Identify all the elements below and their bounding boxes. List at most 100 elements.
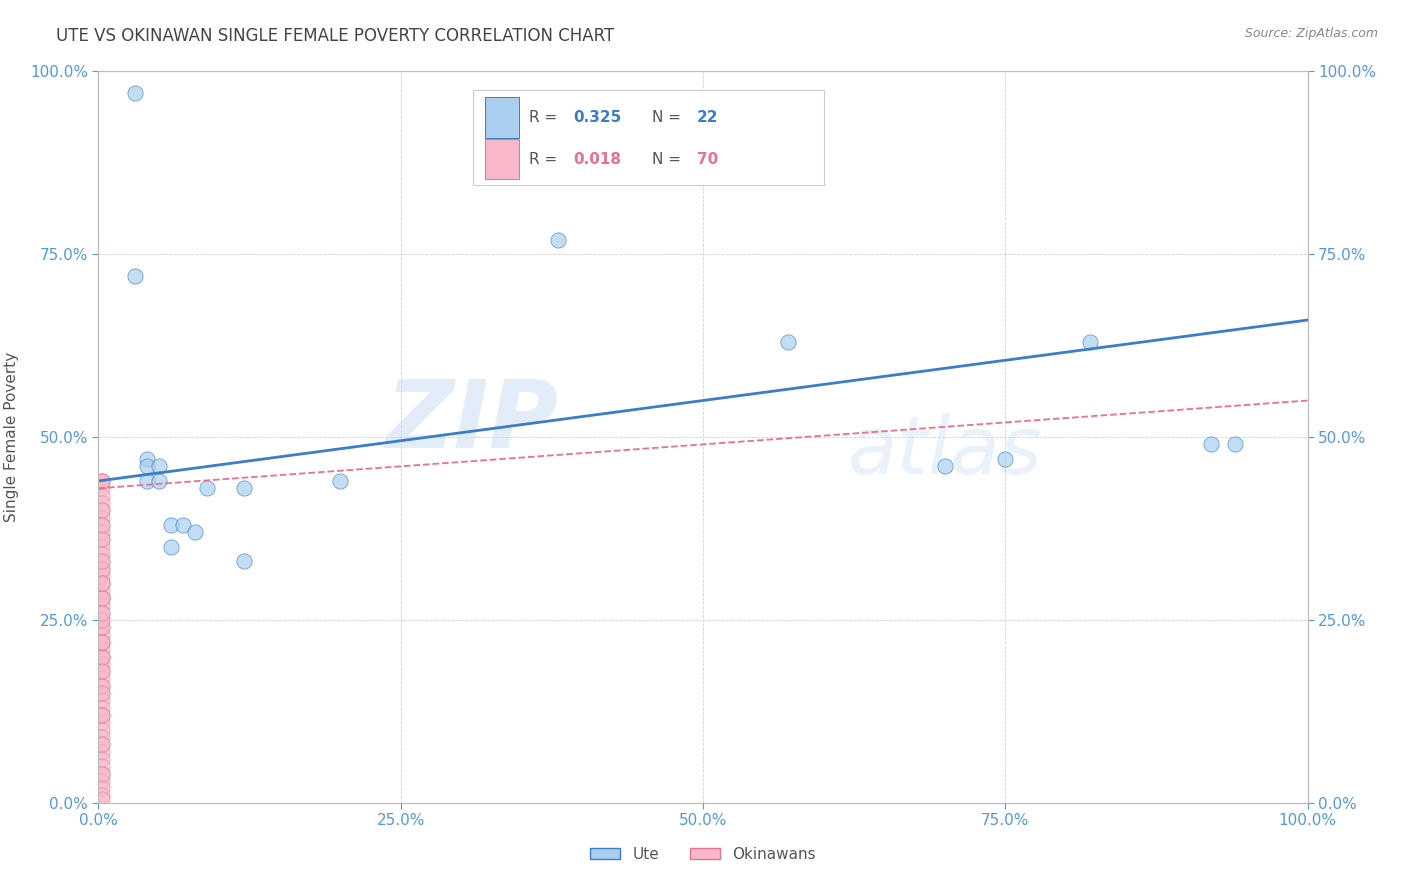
Point <box>91 686 114 700</box>
Point <box>148 474 170 488</box>
Point <box>160 517 183 532</box>
Point <box>160 540 183 554</box>
Point <box>91 664 114 678</box>
Point <box>91 730 114 744</box>
Text: N =: N = <box>652 110 686 125</box>
Point <box>91 708 114 723</box>
Point <box>91 781 114 796</box>
Point <box>91 547 114 561</box>
Point <box>1078 334 1101 349</box>
Point <box>91 649 114 664</box>
Point <box>91 599 114 613</box>
Point <box>195 481 218 495</box>
Point <box>91 657 114 671</box>
Legend: Ute, Okinawans: Ute, Okinawans <box>583 841 823 868</box>
Point <box>91 576 114 591</box>
Point <box>91 672 114 686</box>
Point <box>91 686 114 700</box>
Point <box>172 517 194 532</box>
Point <box>547 233 569 247</box>
Point <box>91 620 114 634</box>
Text: 0.325: 0.325 <box>574 110 621 125</box>
Text: 22: 22 <box>697 110 718 125</box>
Point <box>91 576 114 591</box>
Point <box>91 766 114 780</box>
Point <box>994 452 1017 467</box>
Point <box>934 459 956 474</box>
Point <box>184 525 207 540</box>
Point <box>91 562 114 576</box>
Point <box>91 700 114 714</box>
Point <box>91 540 114 554</box>
Point <box>91 474 114 488</box>
Point <box>91 752 114 766</box>
Point <box>91 517 114 532</box>
Text: N =: N = <box>652 152 686 167</box>
Point <box>91 510 114 524</box>
Point <box>91 562 114 576</box>
Point <box>91 517 114 532</box>
Point <box>148 459 170 474</box>
Point <box>91 533 114 547</box>
Point <box>91 642 114 657</box>
FancyBboxPatch shape <box>474 90 824 185</box>
Point <box>91 569 114 583</box>
Point <box>91 773 114 788</box>
Point <box>91 503 114 517</box>
Point <box>91 789 114 803</box>
Point <box>91 708 114 723</box>
Point <box>135 452 157 467</box>
Point <box>91 525 114 540</box>
Point <box>91 591 114 605</box>
Point <box>329 474 352 488</box>
Text: Source: ZipAtlas.com: Source: ZipAtlas.com <box>1244 27 1378 40</box>
Point <box>91 745 114 759</box>
Point <box>135 474 157 488</box>
Point <box>91 737 114 751</box>
Point <box>91 591 114 605</box>
Point <box>91 664 114 678</box>
Point <box>91 554 114 568</box>
Point <box>91 496 114 510</box>
Point <box>91 583 114 598</box>
Point <box>135 459 157 474</box>
Point <box>91 715 114 730</box>
Point <box>91 591 114 605</box>
Y-axis label: Single Female Poverty: Single Female Poverty <box>4 352 18 522</box>
Point <box>776 334 799 349</box>
Point <box>232 481 254 495</box>
FancyBboxPatch shape <box>485 97 519 137</box>
Text: UTE VS OKINAWAN SINGLE FEMALE POVERTY CORRELATION CHART: UTE VS OKINAWAN SINGLE FEMALE POVERTY CO… <box>56 27 614 45</box>
Point <box>91 737 114 751</box>
Point <box>91 533 114 547</box>
Point <box>91 679 114 693</box>
Point <box>91 759 114 773</box>
Text: 0.018: 0.018 <box>574 152 621 167</box>
Point <box>91 635 114 649</box>
Text: ZIP: ZIP <box>385 376 558 468</box>
Point <box>91 649 114 664</box>
Point <box>91 489 114 503</box>
Point <box>124 87 146 101</box>
Point <box>91 613 114 627</box>
Point <box>91 554 114 568</box>
Point <box>91 635 114 649</box>
Point <box>124 269 146 284</box>
Point <box>91 474 114 488</box>
Point <box>1199 437 1222 451</box>
Point <box>91 606 114 620</box>
Point <box>91 576 114 591</box>
Point <box>91 766 114 780</box>
Point <box>91 481 114 495</box>
Point <box>91 792 114 806</box>
Text: R =: R = <box>529 110 562 125</box>
Text: atlas: atlas <box>848 413 1043 491</box>
Point <box>91 679 114 693</box>
Point <box>91 474 114 488</box>
Point <box>91 693 114 707</box>
Point <box>91 627 114 641</box>
Point <box>91 606 114 620</box>
Text: 70: 70 <box>697 152 718 167</box>
Point <box>91 613 114 627</box>
Point <box>91 723 114 737</box>
